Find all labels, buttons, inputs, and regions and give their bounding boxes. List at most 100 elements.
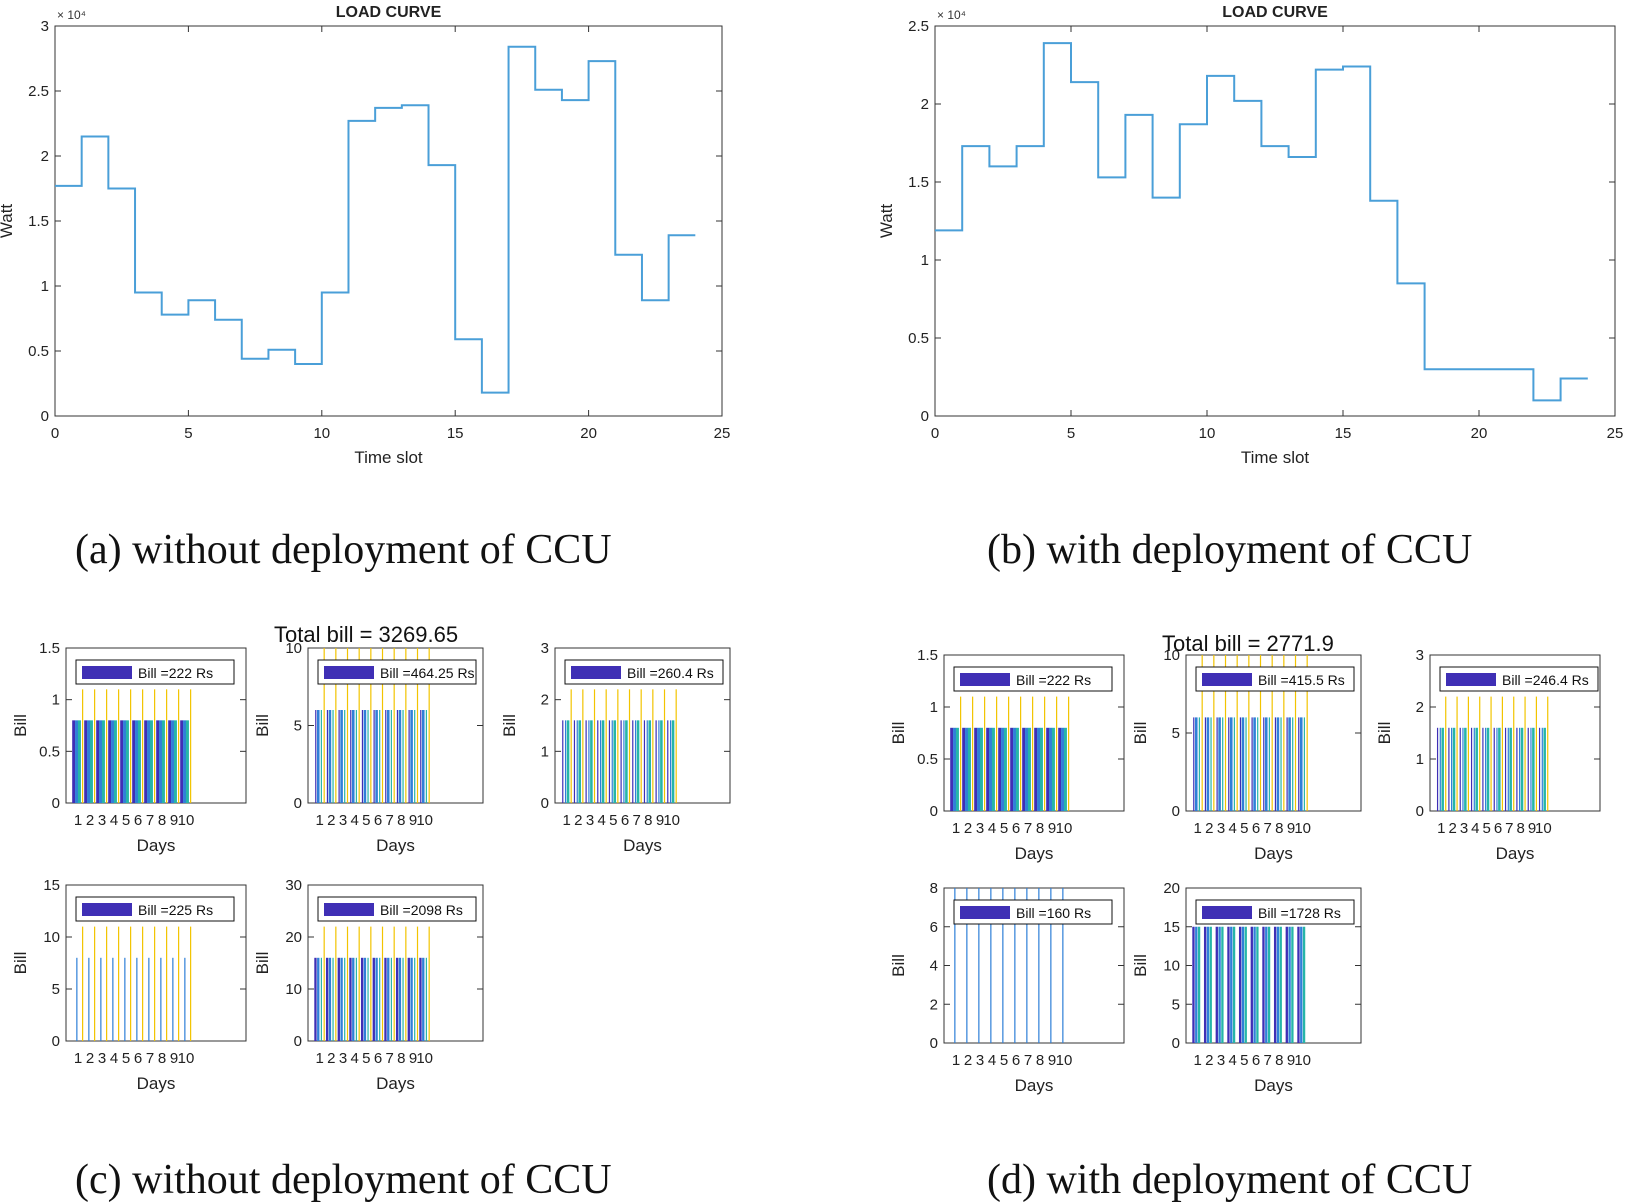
legend-label: Bill =260.4 Rs [627,665,714,681]
legend-c3: Bill =260.4 Rs [564,659,724,685]
bar [166,926,168,1041]
bar [990,888,992,1043]
x-tick-label: 2 [86,812,94,829]
bar [178,926,180,1041]
bar [1271,655,1273,811]
legend-c5: Bill =2098 Rs [317,896,477,922]
x-tick-label: 10 [1056,820,1073,837]
bar [1291,926,1294,1043]
x-tick-label: 10 [1294,820,1311,837]
legend-swatch [82,666,132,679]
y-tick-label: 0 [1172,1035,1180,1052]
bar [408,710,410,803]
bar [578,720,582,803]
bar [984,696,986,811]
x-tick-label: 10 [1199,425,1216,442]
bar [570,689,572,803]
x-tick-label: 1 [1193,820,1201,837]
bar [1286,717,1288,811]
bar [346,648,349,803]
bar [178,689,180,803]
bar [410,710,413,803]
bar [402,710,404,803]
y-exponent-label: × 10⁴ [937,8,966,22]
bar [1218,717,1221,811]
bar [643,720,646,803]
bar [634,720,637,803]
bar [420,710,422,803]
bar [405,926,407,1041]
bar [385,710,387,803]
x-tick-label: 5 [1000,820,1008,837]
legend-swatch [1446,673,1496,686]
bar [1241,926,1245,1043]
bar [1486,727,1490,811]
x-axis-label: Days [376,1074,415,1093]
bar [1206,926,1210,1043]
bar [1002,888,1004,1043]
bar [965,727,969,811]
legend-swatch [571,666,621,679]
bar [1527,727,1529,811]
bar [416,648,419,803]
bar [428,648,430,803]
x-tick-label: 9 [170,1050,178,1067]
y-tick-label: 20 [1163,880,1180,897]
bar [166,689,168,803]
bar [136,957,138,1041]
x-tick-label: 3 [976,1052,984,1069]
bar [149,720,153,803]
bar [597,720,599,803]
x-tick-label: 10 [1535,820,1552,837]
x-tick-label: 20 [1471,425,1488,442]
bar [566,720,570,803]
bar [1501,696,1503,811]
bar [84,720,88,803]
y-tick-label: 1 [1416,751,1424,768]
x-axis-label: Days [137,836,176,855]
x-tick-label: 6 [1494,820,1502,837]
x-tick-label: 7 [632,812,640,829]
bar [148,957,150,1041]
bar [623,720,625,803]
bar [1062,888,1064,1043]
bar [1039,727,1043,811]
bar [320,957,322,1041]
bar [94,926,96,1041]
legend-swatch [1202,673,1252,686]
bar [582,689,584,803]
legend-label: Bill =415.5 Rs [1258,672,1345,688]
bar [1297,926,1300,1043]
y-axis-label: Bill [253,952,272,975]
x-tick-label: 2 [1205,820,1213,837]
y-axis-label: Bill [11,714,30,737]
bar [960,696,962,811]
x-tick-label: 6 [1252,820,1260,837]
bar [1532,727,1535,811]
bar [375,957,378,1041]
bar [1448,727,1450,811]
bar [351,710,355,803]
bar [125,720,129,803]
y-tick-label: 5 [52,981,60,998]
bar [106,926,108,1041]
bar [82,926,84,1041]
x-tick-label: 10 [178,812,195,829]
bar [384,957,387,1041]
bar [124,957,126,1041]
y-axis-label: Bill [253,714,272,737]
bar [75,720,79,803]
bar [1239,717,1242,811]
bar [1203,926,1207,1043]
bar [1280,717,1282,811]
bar [396,710,399,803]
x-tick-label: 7 [1024,820,1032,837]
x-tick-label: 6 [1012,820,1020,837]
bar [1265,926,1268,1043]
x-tick-label: 9 [1287,1052,1295,1069]
